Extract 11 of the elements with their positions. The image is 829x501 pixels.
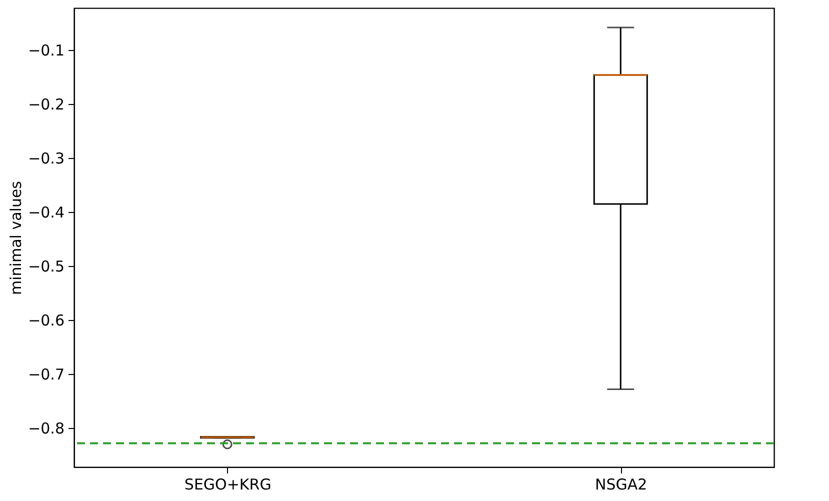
y-tick-label: −0.2 — [28, 96, 64, 114]
y-axis-title: minimal values — [7, 180, 26, 295]
y-tick-label: −0.7 — [28, 366, 64, 384]
y-tick-label: −0.8 — [28, 420, 64, 438]
y-tick-label: −0.1 — [28, 42, 64, 60]
y-tick-label: −0.3 — [28, 150, 64, 168]
x-tick-label: SEGO+KRG — [184, 476, 272, 494]
y-tick-label: −0.4 — [28, 204, 64, 222]
y-tick-label: −0.5 — [28, 258, 64, 276]
x-tick-label: NSGA2 — [595, 476, 648, 494]
y-tick-label: −0.6 — [28, 312, 64, 330]
